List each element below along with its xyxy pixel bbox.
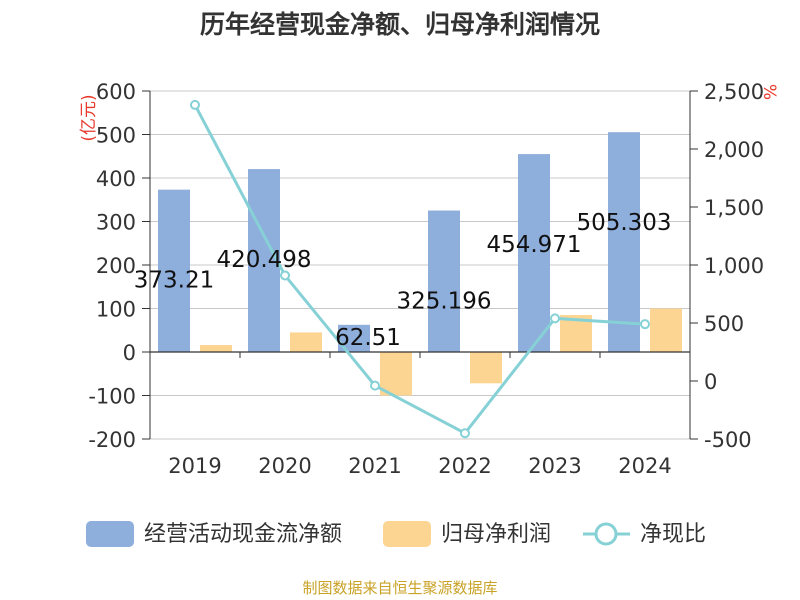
bar-net-profit (650, 308, 682, 352)
legend-swatch-operating-cash (86, 521, 134, 547)
bar-marks (158, 132, 682, 396)
y-right-axis-label: % (759, 84, 779, 100)
axes: 600 500 400 300 200 100 0 -100 -200 2,500 2,000 1,5… (88, 80, 764, 478)
bar-net-profit (200, 345, 232, 352)
x-tick-label: 2022 (438, 454, 491, 478)
y-right-tick-label: 0 (704, 370, 717, 394)
chart-title: 历年经营现金净额、归母净利润情况 (200, 10, 600, 39)
y-left-tick-label: 200 (96, 254, 136, 278)
bar-operating-cash (248, 169, 280, 352)
legend-label-cash-ratio: 净现比 (640, 522, 706, 547)
y-left-tick-label: 100 (96, 298, 136, 322)
ratio-line-path (193, 104, 646, 436)
source-note: 制图数据来自恒生聚源数据库 (302, 579, 497, 597)
ratio-line (190, 99, 650, 439)
operating-cash-data-label: 420.498 (216, 247, 311, 273)
y-right-tick-label: 2,500 (704, 80, 764, 104)
bar-net-profit (470, 352, 502, 384)
legend-label-net-profit: 归母净利润 (441, 522, 551, 547)
y-right-tick-label: -500 (704, 428, 752, 452)
legend-label-operating-cash: 经营活动现金流净额 (144, 522, 342, 547)
operating-cash-data-label: 454.971 (486, 232, 581, 258)
operating-cash-data-label: 325.196 (396, 289, 491, 315)
legend: 经营活动现金流净额 归母净利润 净现比 (86, 521, 706, 547)
y-left-axis-label: (亿元) (79, 94, 99, 141)
bar-operating-cash (158, 189, 190, 352)
ratio-point (640, 319, 650, 330)
y-right-tick-label: 500 (704, 312, 744, 336)
y-left-tick-label: 400 (96, 167, 136, 191)
y-left-tick-label: 0 (123, 341, 136, 365)
legend-swatch-marker (594, 522, 618, 546)
y-left-tick-label: 600 (96, 80, 136, 104)
x-tick-label: 2023 (528, 454, 581, 478)
x-tick-label: 2020 (258, 454, 311, 478)
x-tick-label: 2024 (618, 454, 671, 478)
operating-cash-data-label: 373.21 (134, 268, 214, 294)
ratio-point (460, 428, 470, 439)
bar-operating-cash (518, 154, 550, 352)
ratio-point (190, 99, 200, 110)
bar-net-profit (380, 352, 412, 396)
legend-item-net-profit[interactable]: 归母净利润 (383, 521, 551, 547)
ratio-point (550, 313, 560, 324)
bar-operating-cash (428, 210, 460, 352)
bar-operating-cash (608, 132, 640, 352)
operating-cash-data-label: 505.303 (576, 210, 671, 236)
y-left-tick-label: 300 (96, 211, 136, 235)
y-left-tick-label: 500 (96, 124, 136, 148)
ratio-point (370, 380, 380, 391)
bar-net-profit (290, 332, 322, 352)
ratio-point (280, 270, 290, 281)
y-right-tick-label: 1,500 (704, 196, 764, 220)
legend-item-cash-ratio[interactable]: 净现比 (583, 522, 706, 547)
y-left-tick-label: -200 (88, 428, 136, 452)
y-right-tick-label: 2,000 (704, 138, 764, 162)
operating-cash-data-label: 62.51 (335, 325, 401, 351)
y-right-tick-label: 1,000 (704, 254, 764, 278)
y-left-tick-label: -100 (88, 385, 136, 409)
legend-swatch-net-profit (383, 521, 431, 547)
legend-item-operating-cash[interactable]: 经营活动现金流净额 (86, 521, 342, 547)
x-tick-label: 2019 (168, 454, 221, 478)
x-tick-label: 2021 (348, 454, 401, 478)
